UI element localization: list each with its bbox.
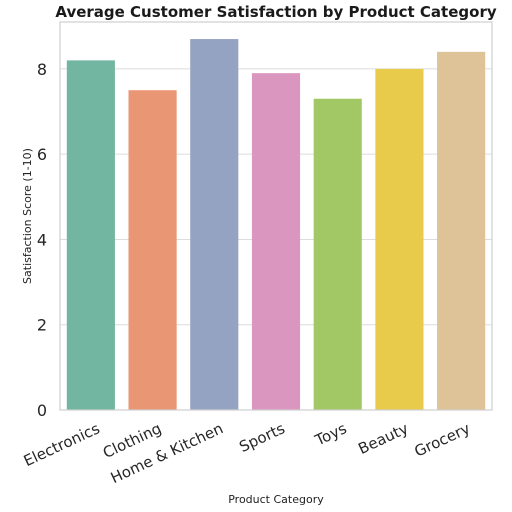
bar-grocery [437,51,486,410]
y-tick-label: 4 [37,230,47,249]
x-tick-label: Beauty [355,419,411,458]
x-tick-label: Grocery [412,419,473,460]
bar-sports [251,73,301,411]
y-tick-label: 2 [37,316,47,335]
bar-electronics [66,60,115,410]
x-tick-label: Toys [311,419,349,450]
x-tick-label: Electronics [21,419,103,470]
y-tick-label: 8 [37,60,47,79]
x-axis-label: Product Category [228,493,324,506]
bar-toys [313,98,362,410]
y-tick-label: 6 [37,145,47,164]
chart-title: Average Customer Satisfaction by Product… [55,3,496,21]
x-tick-label: Sports [236,419,287,456]
bar-home-kitchen [190,39,239,411]
y-axis-label: Satisfaction Score (1-10) [21,148,34,284]
plot-frame [59,21,493,411]
bar-clothing [128,90,177,410]
y-tick-labels: 0 2 4 6 8 [37,60,47,420]
y-tick-label: 0 [37,401,47,420]
bars [66,39,486,411]
bar-beauty [375,68,424,411]
